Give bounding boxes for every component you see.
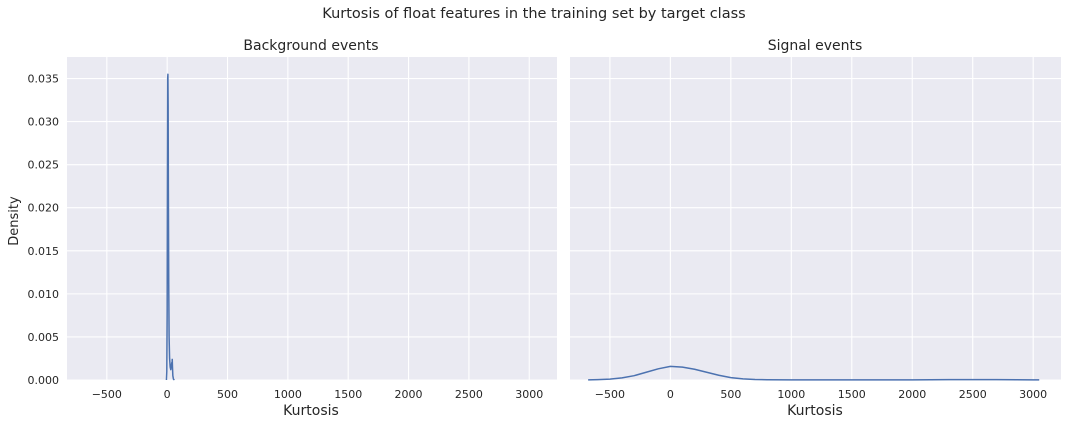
y-tick-label: 0.030 bbox=[28, 116, 60, 129]
density-line-1 bbox=[588, 365, 1040, 381]
y-tick-label: 0.000 bbox=[28, 374, 60, 387]
plot-area-0 bbox=[67, 57, 557, 381]
y-tick-label: 0.005 bbox=[28, 331, 60, 344]
x-axis-label-background: Kurtosis bbox=[283, 403, 339, 419]
x-tick-label: 2500 bbox=[959, 388, 987, 401]
panel-title-background: Background events bbox=[243, 38, 378, 54]
y-axis-label: Density bbox=[7, 196, 22, 246]
plot-area-1 bbox=[570, 57, 1061, 381]
x-tick-label: 1000 bbox=[274, 388, 302, 401]
figure-title: Kurtosis of float features in the traini… bbox=[322, 6, 745, 22]
panel-background-events: Background events Kurtosis −500 0 500 1000 1… bbox=[28, 38, 557, 419]
y-tick-label: 0.025 bbox=[28, 159, 60, 172]
x-tick-label: 500 bbox=[720, 388, 741, 401]
x-tick-label: 1500 bbox=[838, 388, 866, 401]
x-tick-label: 500 bbox=[217, 388, 238, 401]
x-tick-label: 1500 bbox=[334, 388, 362, 401]
plot-background bbox=[570, 57, 1061, 380]
x-tick-label: 2500 bbox=[455, 388, 483, 401]
x-tick-label: 2000 bbox=[395, 388, 423, 401]
x-tick-label: −500 bbox=[595, 388, 625, 401]
panel-title-signal: Signal events bbox=[768, 38, 863, 54]
panel-signal-events: Signal events Kurtosis −500 0 500 1000 1500 2… bbox=[570, 38, 1061, 419]
x-tick-label: 0 bbox=[667, 388, 674, 401]
y-tick-label: 0.010 bbox=[28, 288, 60, 301]
plot-background bbox=[67, 57, 557, 380]
y-tick-label: 0.020 bbox=[28, 202, 60, 215]
x-tick-label: 3000 bbox=[1019, 388, 1047, 401]
x-tick-label: 3000 bbox=[515, 388, 543, 401]
x-tick-label: −500 bbox=[92, 388, 122, 401]
density-line-0 bbox=[165, 73, 175, 381]
x-axis-label-signal: Kurtosis bbox=[787, 403, 843, 419]
x-tick-label: 1000 bbox=[777, 388, 805, 401]
y-tick-label: 0.015 bbox=[28, 245, 60, 258]
x-tick-label: 2000 bbox=[898, 388, 926, 401]
x-tick-label: 0 bbox=[164, 388, 171, 401]
y-tick-label: 0.035 bbox=[28, 73, 60, 86]
